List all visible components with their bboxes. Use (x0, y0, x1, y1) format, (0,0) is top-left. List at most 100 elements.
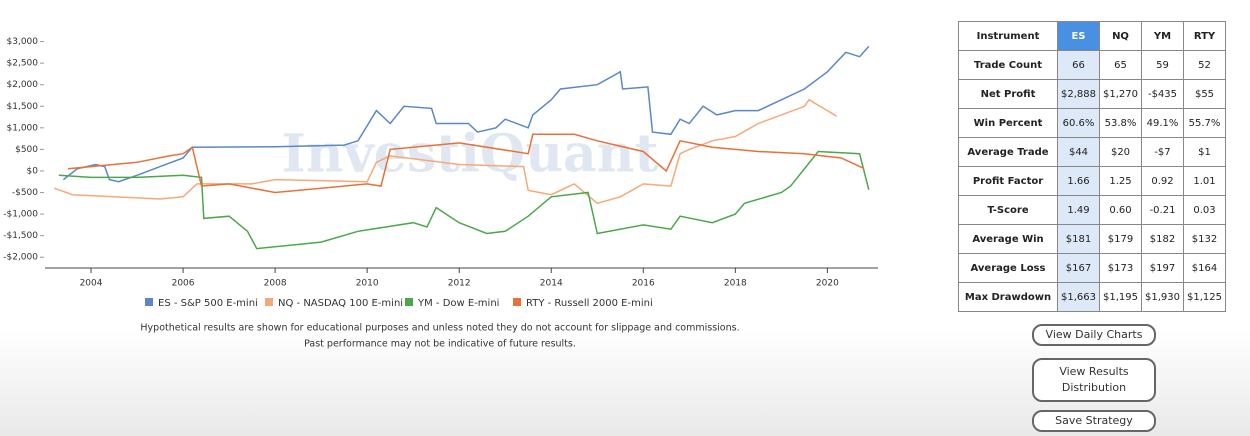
y-tick-label: -$2,000 (3, 253, 38, 263)
table-header: Instrument ES NQ YM RTY (958, 21, 1226, 51)
series-line (67, 133, 865, 194)
y-tick-label: $500 (15, 145, 38, 155)
x-tick-label: 2014 (540, 279, 563, 289)
x-tick-label: 2008 (264, 279, 287, 289)
y-tick-label: -$500 (12, 188, 38, 198)
header-cell: Instrument (958, 21, 1058, 51)
row-label: Trade Count (958, 50, 1058, 80)
legend-swatch (513, 298, 521, 306)
cell: $182 (1141, 224, 1184, 254)
cell: $197 (1141, 253, 1184, 283)
button[interactable]: View Results Distribution (1032, 358, 1156, 402)
y-tick-label: $2,000 (7, 80, 39, 90)
table-row: Win Percent 60.6% 53.8% 49.1% 55.7% (958, 108, 1226, 138)
series-line (62, 45, 870, 183)
table-row: Average Loss $167 $173 $197 $164 (958, 253, 1226, 283)
cell: $181 (1057, 224, 1100, 254)
button[interactable]: Save Strategy (1032, 410, 1156, 432)
table-row: Net Profit $2,888 $1,270 -$435 $55 (958, 79, 1226, 109)
cell: 52 (1183, 50, 1226, 80)
x-tick-label: 2012 (448, 279, 471, 289)
cell: 0.92 (1141, 166, 1184, 196)
cell: $164 (1183, 253, 1226, 283)
table-row: Trade Count 66 65 59 52 (958, 50, 1226, 80)
row-label: Average Trade (958, 137, 1058, 167)
x-tick-label: 2020 (816, 279, 839, 289)
legend-label: NQ - NASDAQ 100 E-mini (278, 298, 403, 309)
y-tick-label: $3,000 (7, 37, 39, 47)
table-row: Max Drawdown $1,663 $1,195 $1,930 $1,125 (958, 282, 1226, 312)
x-tick-label: 2018 (724, 279, 747, 289)
row-label: Average Loss (958, 253, 1058, 283)
cell: $1,270 (1099, 79, 1142, 109)
cell: 1.25 (1099, 166, 1142, 196)
cell: $179 (1099, 224, 1142, 254)
cell: $20 (1099, 137, 1142, 167)
y-tick-label: $1,500 (7, 102, 39, 112)
header-cell: ES (1057, 21, 1100, 51)
cell: 0.60 (1099, 195, 1142, 225)
cell: $55 (1183, 79, 1226, 109)
header-cell: RTY (1183, 21, 1226, 51)
cell: $1,195 (1099, 282, 1142, 312)
legend-label: ES - S&P 500 E-mini (158, 298, 258, 309)
button[interactable]: View Daily Charts (1032, 324, 1156, 346)
y-tick-label: $0 (27, 166, 39, 176)
cell: 1.01 (1183, 166, 1226, 196)
cell: $167 (1057, 253, 1100, 283)
table-row: T-Score 1.49 0.60 -0.21 0.03 (958, 195, 1226, 225)
cell: 1.49 (1057, 195, 1100, 225)
legend-label: YM - Dow E-mini (417, 298, 499, 309)
series-line (53, 98, 837, 205)
legend-swatch (405, 298, 413, 306)
row-label: T-Score (958, 195, 1058, 225)
cell: $1,930 (1141, 282, 1184, 312)
table-row: Profit Factor 1.66 1.25 0.92 1.01 (958, 166, 1226, 196)
legend-swatch (145, 298, 153, 306)
cell: 0.03 (1183, 195, 1226, 225)
header-cell: YM (1141, 21, 1184, 51)
header-cell: NQ (1099, 21, 1142, 51)
x-tick-label: 2010 (356, 279, 379, 289)
cell: -0.21 (1141, 195, 1184, 225)
chart: InvestiQuant Hypothetical results are sh… (3, 37, 878, 350)
row-label: Net Profit (958, 79, 1058, 109)
x-tick-label: 2006 (172, 279, 195, 289)
cell: $1,125 (1183, 282, 1226, 312)
row-label: Win Percent (958, 108, 1058, 138)
series-line (58, 150, 870, 250)
cell: $132 (1183, 224, 1226, 254)
watermark: InvestiQuant (281, 124, 658, 185)
cell: 53.8% (1099, 108, 1142, 138)
row-label: Average Win (958, 224, 1058, 254)
cell: 55.7% (1183, 108, 1226, 138)
legend-swatch (265, 298, 273, 306)
cell: -$7 (1141, 137, 1184, 167)
cell: $173 (1099, 253, 1142, 283)
y-tick-label: -$1,500 (3, 231, 38, 241)
legend-label: RTY - Russell 2000 E-mini (526, 298, 653, 309)
y-tick-label: $1,000 (7, 123, 39, 133)
note: Hypothetical results are shown for educa… (140, 323, 739, 334)
table-row: Average Trade $44 $20 -$7 $1 (958, 137, 1226, 167)
cell: 1.66 (1057, 166, 1100, 196)
cell: 66 (1057, 50, 1100, 80)
cell: $1 (1183, 137, 1226, 167)
cell: 59 (1141, 50, 1184, 80)
cell: $1,663 (1057, 282, 1100, 312)
row-label: Profit Factor (958, 166, 1058, 196)
note: Past performance may not be indicative o… (304, 339, 576, 350)
cell: 60.6% (1057, 108, 1100, 138)
cell: $2,888 (1057, 79, 1100, 109)
stats-table: Instrument ES NQ YM RTY Trade Count 66 65 59 52 Ne… (958, 21, 1226, 312)
cell: -$435 (1141, 79, 1184, 109)
y-tick-label: -$1,000 (3, 210, 38, 220)
row-label: Max Drawdown (958, 282, 1058, 312)
cell: $44 (1057, 137, 1100, 167)
cell: 65 (1099, 50, 1142, 80)
cell: 49.1% (1141, 108, 1184, 138)
x-tick-label: 2004 (80, 279, 103, 289)
x-tick-label: 2016 (632, 279, 655, 289)
y-tick-label: $2,500 (7, 59, 39, 69)
